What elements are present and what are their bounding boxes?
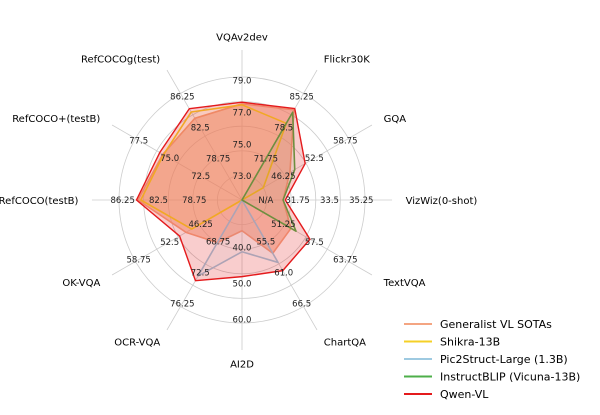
tick-label-0-3: 79.0: [233, 77, 252, 87]
legend-label-2: Pic2Struct-Large (1.3B): [440, 353, 568, 366]
legend-label-0: Generalist VL SOTAs: [440, 318, 552, 331]
tick-label-1-0: 71.75: [254, 155, 278, 165]
tick-label-7-2: 76.25: [170, 299, 194, 309]
legend-label-3: InstructBLIP (Vicuna-13B): [440, 371, 580, 384]
tick-label-6-0: 40.0: [233, 244, 252, 254]
tick-label-3-1: 31.75: [286, 196, 310, 206]
tick-label-1-2: 85.25: [289, 93, 313, 103]
tick-label-2-1: 52.5: [305, 154, 324, 164]
tick-label-11-1: 82.5: [191, 124, 210, 134]
axis-label-4: TextVQA: [383, 278, 426, 289]
tick-label-5-2: 66.5: [292, 299, 311, 309]
axis-label-7: OCR-VQA: [114, 338, 160, 349]
tick-label-4-2: 63.75: [333, 256, 357, 266]
tick-label-3-3: 35.25: [349, 196, 373, 206]
series-2-polygon: [197, 199, 279, 277]
series-4-polygon: [135, 101, 311, 282]
tick-label-9-0: 78.75: [182, 196, 206, 206]
tick-label-8-2: 58.75: [127, 256, 151, 266]
axis-label-1: Flickr30K: [324, 54, 370, 65]
tick-label-8-0: 46.25: [188, 220, 212, 230]
tick-label-6-1: 50.0: [233, 280, 252, 290]
tick-label-9-1: 82.5: [149, 196, 168, 206]
tick-label-1-1: 78.5: [274, 124, 293, 134]
axis-label-6: AI2D: [230, 360, 254, 371]
axis-label-3: VizWiz(0-shot): [406, 196, 478, 207]
tick-label-10-1: 75.0: [160, 154, 179, 164]
series-3-polygon: [241, 111, 297, 232]
tick-label-3-0: N/A: [258, 196, 273, 206]
axis-label-10: RefCOCO+(testB): [12, 114, 100, 125]
tick-label-10-2: 77.5: [129, 136, 148, 146]
tick-label-6-2: 60.0: [233, 315, 252, 325]
tick-label-4-1: 57.5: [305, 238, 324, 248]
tick-label-2-2: 58.75: [333, 136, 357, 146]
tick-label-0-1: 75.0: [233, 140, 252, 150]
tick-label-5-1: 61.0: [274, 268, 293, 278]
axis-label-8: OK-VQA: [62, 278, 100, 289]
tick-label-0-0: 73.0: [233, 172, 252, 182]
axis-label-2: GQA: [384, 114, 407, 125]
tick-label-10-0: 72.5: [191, 172, 210, 182]
series-1-polygon: [139, 103, 288, 230]
axis-label-0: VQAv2dev: [216, 32, 268, 43]
tick-label-4-0: 51.25: [271, 220, 295, 230]
axis-label-11: RefCOCOg(test): [81, 54, 160, 65]
legend-label-1: Shikra-13B: [440, 336, 500, 349]
tick-label-7-1: 72.5: [191, 268, 210, 278]
axis-label-5: ChartQA: [324, 338, 366, 349]
tick-label-2-0: 46.25: [271, 172, 295, 182]
tick-label-3-2: 33.5: [320, 196, 339, 206]
tick-label-7-0: 68.75: [206, 237, 230, 247]
tick-label-8-1: 52.5: [160, 238, 179, 248]
tick-label-0-2: 77.0: [233, 109, 252, 119]
legend-label-4: Qwen-VL: [440, 388, 489, 401]
tick-label-11-2: 86.25: [170, 93, 194, 103]
tick-label-9-2: 86.25: [111, 196, 135, 206]
tick-label-11-0: 78.75: [206, 155, 230, 165]
axis-label-9: RefCOCO(testB): [0, 196, 79, 207]
tick-label-5-0: 55.5: [256, 237, 275, 247]
